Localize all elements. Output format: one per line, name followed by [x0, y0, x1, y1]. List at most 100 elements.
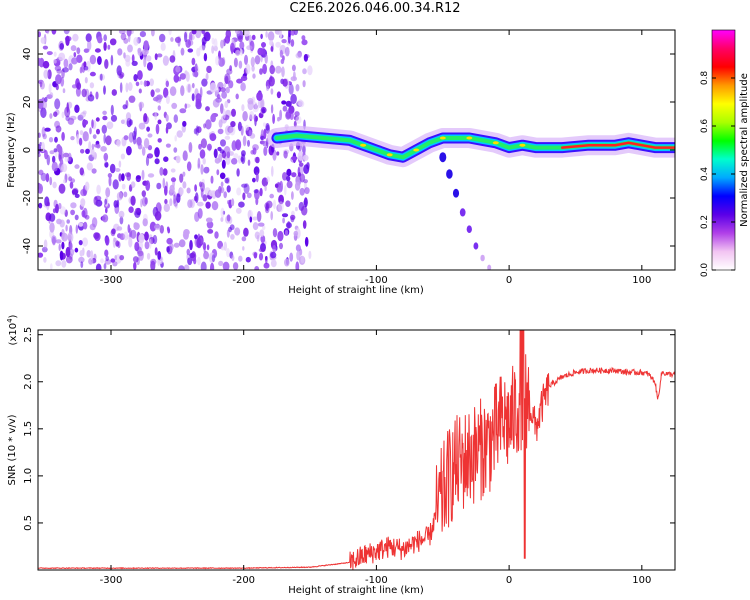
- spectrogram-noise-cell: [74, 214, 79, 221]
- spectrogram-noise-cell: [140, 198, 143, 208]
- spectrogram-noise-cell: [285, 222, 292, 229]
- spectrogram-noise-cell: [265, 256, 268, 265]
- spectrogram-noise-cell: [47, 201, 50, 207]
- spectrogram-noise-cell: [160, 42, 166, 51]
- spectrogram-noise-cell: [111, 228, 116, 235]
- spectrogram-noise-cell: [114, 255, 117, 261]
- spectrogram-x-tick-label: -100: [365, 275, 388, 286]
- spectrogram-y-label: Frequency (Hz): [6, 112, 17, 188]
- spectrogram-noise-cell: [239, 49, 244, 56]
- spectrogram-noise-cell: [196, 126, 202, 133]
- spectrogram-noise-cell: [252, 73, 256, 79]
- spectrogram-noise-cell: [303, 54, 308, 62]
- spectrogram-noise-cell: [198, 143, 202, 150]
- spectrogram-noise-cell: [191, 30, 197, 35]
- spectrogram-noise-cell: [255, 197, 259, 206]
- spectrogram-noise-cell: [156, 53, 163, 58]
- spectrogram-noise-cell: [70, 202, 77, 209]
- spectrogram-noise-cell: [242, 192, 246, 201]
- spectrogram-noise-cell: [299, 187, 305, 196]
- spectrogram-noise-cell: [51, 30, 57, 35]
- spectrogram-noise-cell: [260, 33, 263, 40]
- spectrogram-noise-cell: [264, 53, 268, 64]
- spectrogram-noise-cell: [217, 81, 224, 90]
- spectrogram-noise-cell: [282, 78, 288, 87]
- spectrogram-noise-cell: [253, 189, 259, 194]
- spectrogram-noise-cell: [196, 201, 204, 207]
- spectrogram-noise-cell: [154, 247, 158, 256]
- spectrogram-noise-cell: [211, 201, 219, 211]
- spectrogram-noise-cell: [173, 147, 178, 153]
- spectrogram-noise-cell: [141, 169, 145, 181]
- spectrogram-noise-cell: [132, 135, 137, 145]
- spectrogram-y-axis: -40 -20 0 20 40: [22, 48, 675, 254]
- spectrogram-noise-cell: [246, 45, 253, 51]
- spectrogram-noise-cell: [176, 193, 181, 203]
- spectrogram-noise-cell: [143, 113, 148, 123]
- spectrogram-noise-cell: [38, 57, 42, 66]
- spectrogram-noise-cell: [297, 151, 305, 161]
- spectrogram-noise-cell: [217, 94, 221, 100]
- spectrogram-noise-cell: [139, 30, 146, 38]
- spectrogram-noise-cell: [137, 143, 143, 150]
- spectrogram-noise-cell: [68, 63, 73, 71]
- colorbar: 0.0 0.2 0.4 0.6 0.8 Normalized spectral ampl…: [700, 29, 750, 277]
- spectrogram-noise-cell: [184, 31, 188, 43]
- spectrogram-noise-cell: [131, 54, 135, 63]
- spectrogram-noise-cell: [220, 39, 224, 49]
- spectrogram-noise-cell: [235, 207, 242, 214]
- spectrogram-noise-cell: [132, 256, 139, 263]
- spectrogram-noise-cell: [51, 161, 58, 172]
- spectrogram-noise-cell: [223, 82, 227, 88]
- spectrogram-noise-cell: [49, 92, 54, 98]
- spectrogram-noise-cell: [46, 51, 53, 56]
- spectrogram-noise-cell: [100, 258, 104, 264]
- spectrogram-noise-cell: [213, 148, 218, 159]
- spectrogram-noise-cell: [110, 258, 116, 263]
- spectrogram-noise-cell: [42, 101, 48, 109]
- spectrogram-noise-cell: [290, 214, 296, 220]
- spectrogram-noise-cell: [118, 30, 126, 35]
- spectrogram-noise-cell: [206, 143, 212, 151]
- spectrogram-noise-cell: [259, 68, 263, 75]
- spectrogram-noise-cell: [138, 250, 144, 261]
- spectrogram-secondary-point: [439, 152, 447, 163]
- spectrogram-noise-cell: [118, 173, 122, 182]
- spectrogram-noise-cell: [203, 32, 207, 37]
- spectrogram-noise-cell: [91, 119, 94, 129]
- spectrogram-noise-cell: [296, 250, 301, 261]
- colorbar-gradient: [711, 29, 736, 271]
- spectrogram-noise-cell: [79, 66, 83, 74]
- spectrogram-noise-cell: [290, 76, 297, 82]
- spectrogram-noise-cell: [199, 45, 206, 51]
- spectrogram-noise-cell: [124, 118, 127, 126]
- spectrogram-noise-cell: [59, 219, 65, 228]
- spectrogram-noise-cell: [260, 98, 265, 110]
- spectrogram-noise-cell: [67, 117, 75, 125]
- spectrogram-noise-cell: [182, 150, 188, 161]
- spectrogram-noise-cell: [72, 189, 75, 196]
- spectrogram-noise-cell: [217, 128, 224, 135]
- snr-y-tick-label: 2.0: [23, 374, 34, 390]
- spectrogram-noise-cell: [254, 55, 261, 65]
- spectrogram-noise-cell: [175, 65, 181, 73]
- spectrogram-noise-cell: [275, 65, 282, 74]
- spectrogram-noise-cell: [64, 209, 68, 217]
- spectrogram-noise-cell: [117, 48, 123, 56]
- spectrogram-noise-cell: [203, 123, 207, 129]
- spectrogram-noise-cell: [240, 156, 244, 162]
- spectrogram-secondary-point: [446, 169, 453, 179]
- spectrogram-noise-cell: [304, 236, 309, 247]
- spectrogram-noise-cell: [52, 155, 56, 164]
- spectrogram-noise-cell: [70, 45, 77, 52]
- spectrogram-noise-cell: [230, 121, 236, 128]
- spectrogram-noise-cell: [279, 30, 283, 39]
- spectrogram-noise-cell: [293, 230, 299, 237]
- spectrogram-noise-cell: [202, 194, 208, 202]
- spectrogram-noise-cell: [295, 84, 300, 92]
- spectrogram-noise-cell: [147, 133, 153, 138]
- spectrogram-noise-cell: [226, 68, 233, 75]
- spectrogram-noise-cell: [107, 173, 113, 178]
- spectrogram-noise-cell: [133, 222, 140, 230]
- spectrogram-noise-cell: [115, 240, 120, 247]
